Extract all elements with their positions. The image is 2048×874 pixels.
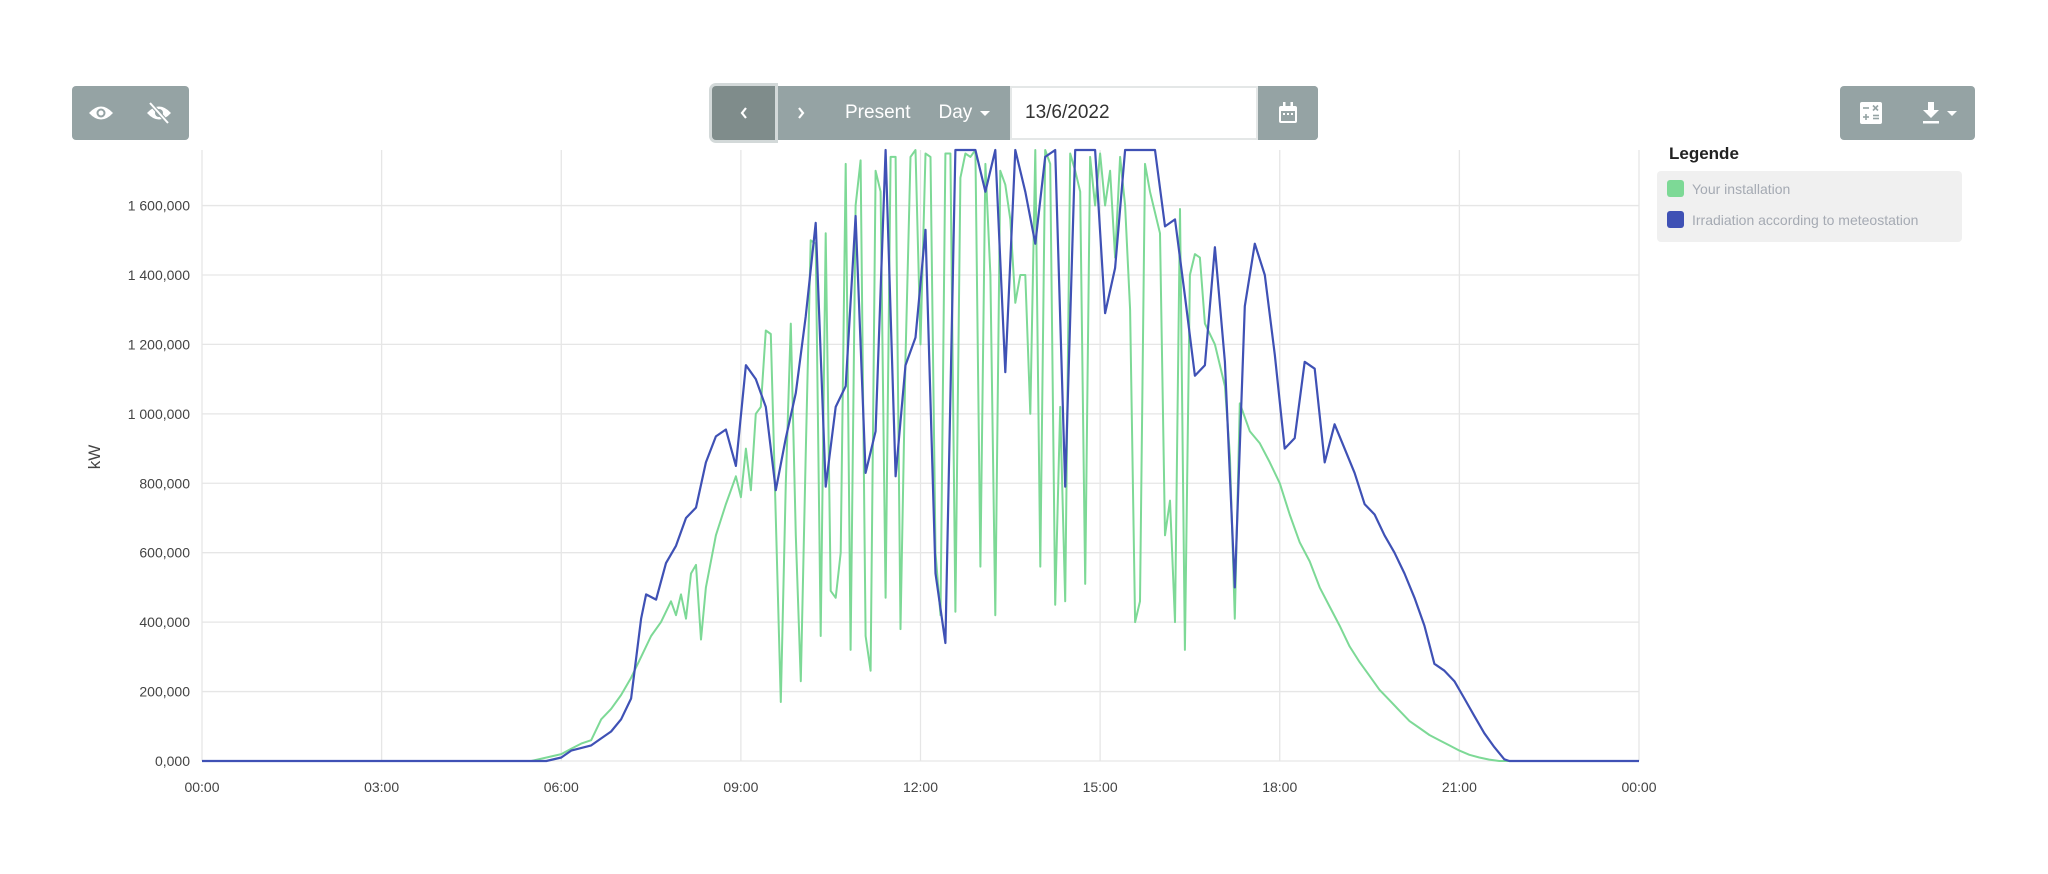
period-dropdown[interactable]: Day	[924, 102, 1004, 124]
calendar-button[interactable]	[1258, 86, 1318, 140]
chevron-right-icon	[798, 107, 805, 119]
legend-label: Irradiation according to meteostation	[1692, 211, 1919, 228]
legend-item-your-installation[interactable]: Your installation	[1667, 180, 1790, 197]
y-tick-label: 1 000,000	[128, 406, 190, 422]
caret-down-icon	[1946, 110, 1957, 116]
present-button[interactable]: Present	[845, 102, 911, 123]
previous-period-button[interactable]	[712, 86, 775, 140]
x-tick-label: 00:00	[184, 779, 219, 795]
y-tick-label: 800,000	[139, 475, 190, 491]
calendar-icon	[1279, 102, 1297, 123]
x-tick-label: 03:00	[364, 779, 399, 795]
caret-down-icon	[980, 110, 991, 116]
download-icon	[1922, 102, 1939, 124]
hide-all-series-button[interactable]	[130, 86, 188, 140]
legend-swatch	[1667, 180, 1684, 197]
y-tick-label: 0,000	[155, 753, 190, 769]
period-label: Day	[938, 102, 973, 123]
chevron-left-icon	[740, 107, 747, 119]
y-tick-label: 1 600,000	[128, 198, 190, 214]
legend: Your installation Irradiation according …	[1657, 171, 1962, 242]
x-tick-label: 21:00	[1442, 779, 1477, 795]
legend-swatch	[1667, 211, 1684, 228]
x-tick-label: 18:00	[1262, 779, 1297, 795]
calculator-icon	[1860, 102, 1882, 124]
y-tick-label: 1 400,000	[128, 267, 190, 283]
y-axis-label: kW	[85, 445, 104, 470]
y-axis-ticks: 0,000 200,000 400,000 600,000 800,000 1 000,0…	[128, 198, 191, 769]
legend-label: Your installation	[1692, 180, 1791, 197]
x-tick-label: 15:00	[1083, 779, 1118, 795]
x-tick-label: 00:00	[1621, 779, 1656, 795]
grid	[201, 150, 1640, 762]
eye-icon	[89, 106, 113, 120]
eye-off-icon	[147, 101, 171, 125]
y-tick-label: 200,000	[139, 684, 190, 700]
x-tick-label: 06:00	[544, 779, 579, 795]
y-tick-label: 400,000	[139, 614, 190, 630]
x-tick-label: 09:00	[723, 779, 758, 795]
show-all-series-button[interactable]	[72, 86, 130, 140]
visibility-button-group	[72, 86, 189, 140]
series-line-your-installation	[202, 149, 1639, 762]
y-tick-label: 1 200,000	[128, 336, 190, 352]
legend-item-irradiation[interactable]: Irradiation according to meteostation	[1667, 211, 1918, 228]
date-input[interactable]: 13/6/2022	[1010, 86, 1258, 140]
series-line-irradiation	[202, 148, 1639, 763]
x-tick-label: 12:00	[903, 779, 938, 795]
legend-title: Legende	[1669, 144, 1739, 163]
series-lines	[202, 148, 1639, 763]
x-axis-ticks: 00:00 03:00 06:00 09:00 12:00 15:00 18:00 21:00…	[184, 779, 1656, 795]
y-tick-label: 600,000	[139, 545, 190, 561]
next-period-button[interactable]	[775, 86, 827, 140]
calculator-button[interactable]	[1840, 86, 1902, 140]
tools-button-group	[1840, 86, 1975, 140]
download-dropdown-button[interactable]	[1902, 86, 1975, 140]
